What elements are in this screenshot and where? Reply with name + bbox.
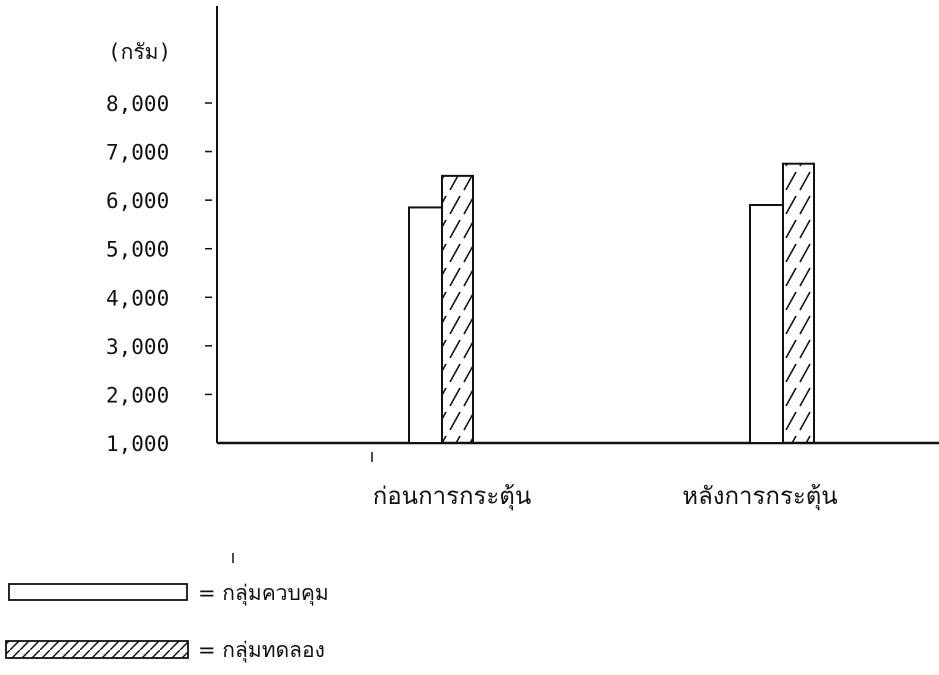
y-axis-ticks: 1,000 2,000 3,000 4,000 5,000 6,000 7,000 8,000 xyxy=(106,92,212,456)
legend-item-control: = กลุ่มควบคุม xyxy=(8,553,329,606)
y-tick-label: 3,000 xyxy=(106,335,169,359)
y-tick-label: 7,000 xyxy=(106,141,169,165)
bars xyxy=(408,162,815,444)
y-tick-label: 4,000 xyxy=(106,286,169,310)
bar-control xyxy=(408,206,443,444)
y-axis-unit-label: (กรัม) xyxy=(108,40,171,64)
x-axis-category-labels: ก่อนการกระตุ้น หลังการกระตุ้น xyxy=(373,482,838,511)
y-tick-label: 1,000 xyxy=(106,432,169,456)
y-tick-label: 8,000 xyxy=(106,92,169,116)
y-tick-label: 6,000 xyxy=(106,189,169,213)
y-tick-label: 5,000 xyxy=(106,238,169,262)
legend-label-experimental: = กลุ่มทดลอง xyxy=(198,638,325,663)
legend-item-experimental: = กลุ่มทดลอง xyxy=(5,638,325,663)
x-category-label: ก่อนการกระตุ้น xyxy=(373,482,532,511)
legend-swatch-hatched xyxy=(5,640,189,659)
legend: = กลุ่มควบคุม = กลุ่มทดลอง xyxy=(5,553,329,663)
legend-swatch-plain xyxy=(8,583,188,601)
bar-control xyxy=(749,204,784,444)
bar-experimental xyxy=(441,174,474,444)
legend-label-control: = กลุ่มควบคุม xyxy=(198,581,329,606)
y-tick-label: 2,000 xyxy=(106,383,169,407)
x-category-label: หลังการกระตุ้น xyxy=(682,482,837,511)
bar-experimental xyxy=(782,162,815,444)
